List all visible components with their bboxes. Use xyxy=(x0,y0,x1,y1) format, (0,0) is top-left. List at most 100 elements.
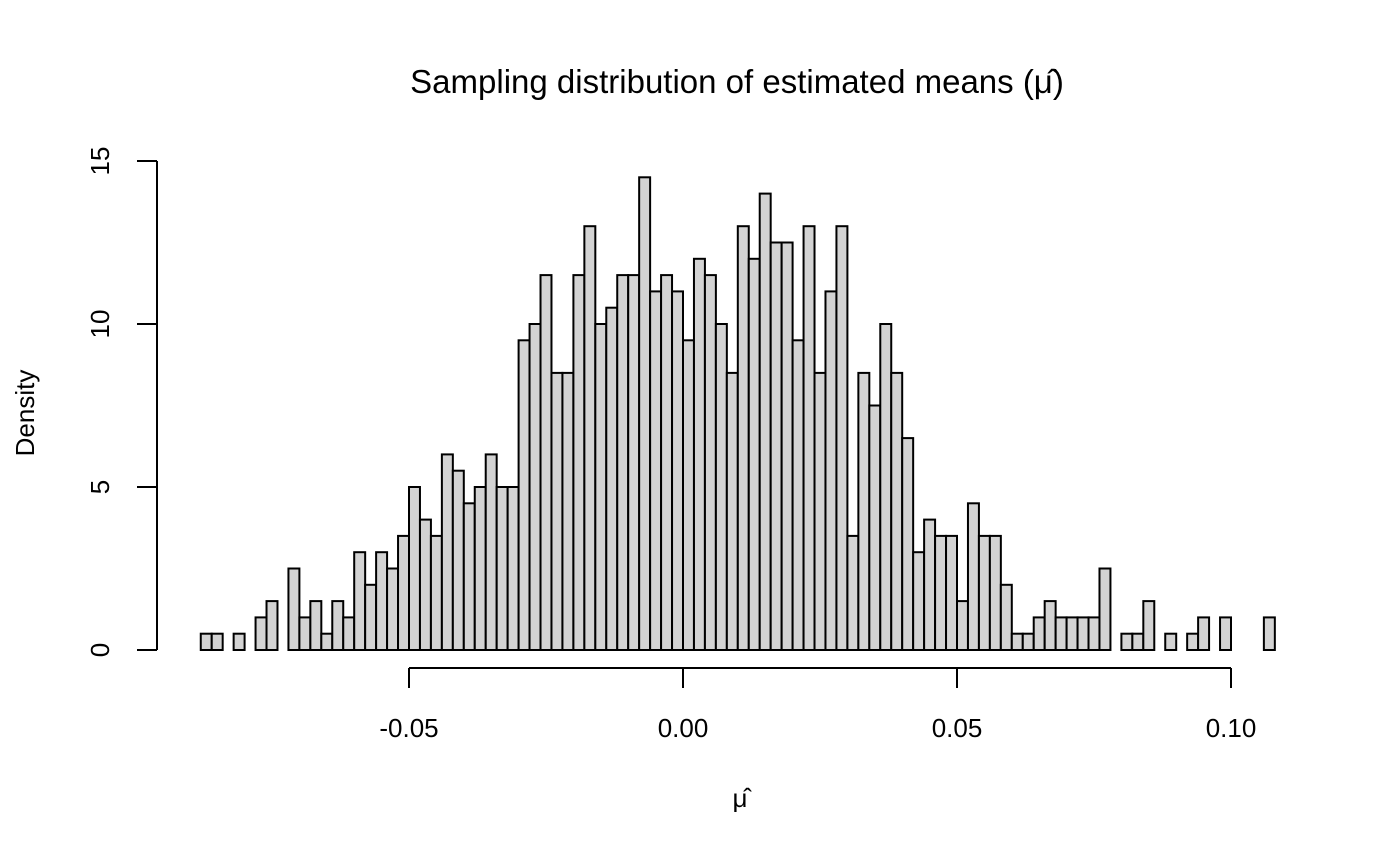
histogram-bar xyxy=(309,600,323,651)
y-tick-label: 0 xyxy=(85,643,115,657)
histogram-bar xyxy=(1054,616,1068,652)
y-tick-label: 15 xyxy=(85,147,115,176)
histogram-bar xyxy=(353,551,367,652)
histogram-bar xyxy=(495,486,509,651)
histogram-bar xyxy=(572,274,586,651)
chart-title: Sampling distribution of estimated means… xyxy=(410,63,1064,100)
histogram-bar xyxy=(1010,632,1024,652)
histogram-bar xyxy=(583,225,597,651)
histogram-bar xyxy=(977,534,991,652)
x-tick-label: 0.10 xyxy=(1206,713,1257,743)
histogram-bar xyxy=(386,567,400,651)
histogram-bar xyxy=(539,274,553,651)
histogram-bar xyxy=(616,274,630,651)
histogram-bar xyxy=(320,632,334,652)
y-axis: 0 5 10 15 xyxy=(85,147,158,657)
histogram-bar xyxy=(692,257,706,651)
histogram-bar xyxy=(649,290,663,651)
histogram-bar xyxy=(254,616,268,652)
histogram-bar xyxy=(703,274,717,651)
histogram-bar xyxy=(1098,567,1112,651)
histogram-bar xyxy=(660,274,674,651)
histogram-bar xyxy=(1065,616,1079,652)
histogram-bar xyxy=(1120,632,1134,652)
histogram-bar xyxy=(375,551,389,652)
histogram-bar xyxy=(846,534,860,652)
histogram-bar xyxy=(561,371,575,651)
histogram-bar xyxy=(232,632,246,652)
histogram-bar xyxy=(824,290,838,651)
histogram-bar xyxy=(682,339,695,651)
histogram-bar xyxy=(956,600,969,651)
x-tick-label: 0.05 xyxy=(932,713,983,743)
histogram-bar xyxy=(923,518,937,651)
y-tick-label: 5 xyxy=(85,480,115,494)
histogram-bar xyxy=(298,616,312,652)
histogram-bar xyxy=(966,502,980,651)
histogram-bar xyxy=(901,437,915,651)
histogram-bar xyxy=(1186,632,1200,652)
histogram-bar xyxy=(1164,632,1178,652)
histogram-bar xyxy=(780,241,794,651)
bars-group xyxy=(199,176,1276,652)
histogram-bar xyxy=(342,616,356,652)
histogram-bar xyxy=(912,551,926,652)
histogram-bar xyxy=(199,632,213,652)
histogram-bar xyxy=(879,323,893,651)
histogram-bar xyxy=(638,176,652,652)
histogram-bar xyxy=(857,371,871,651)
histogram-bar xyxy=(265,600,279,651)
histogram-bar xyxy=(418,518,432,651)
histogram-bar xyxy=(988,534,1002,652)
histogram-bar xyxy=(1021,632,1035,652)
histogram-bar xyxy=(517,339,531,651)
histogram-bar xyxy=(287,567,301,651)
x-tick-label: -0.05 xyxy=(379,713,438,743)
histogram-bar xyxy=(408,486,421,651)
x-axis-title: μ̂ xyxy=(733,783,753,813)
histogram-bar xyxy=(769,241,783,651)
histogram-bar xyxy=(671,290,684,651)
histogram-bar xyxy=(627,274,641,651)
y-tick-label: 10 xyxy=(85,310,115,339)
histogram-bar xyxy=(714,323,728,651)
histogram-bar xyxy=(1262,616,1276,652)
histogram-bar xyxy=(484,453,498,651)
histogram-bar xyxy=(506,486,520,651)
histogram-bar xyxy=(1197,616,1211,652)
histogram-bar xyxy=(791,339,805,651)
histogram-bar xyxy=(802,225,816,651)
histogram-bar xyxy=(1043,600,1057,651)
histogram-bar xyxy=(397,534,411,652)
histogram-bar xyxy=(1131,632,1145,652)
histogram-bar xyxy=(1219,616,1233,652)
histogram-bar xyxy=(999,583,1013,651)
histogram-bar xyxy=(473,486,487,651)
histogram-bar xyxy=(736,225,750,651)
histogram-bar xyxy=(1076,616,1090,652)
histogram-bar xyxy=(210,632,224,652)
histogram-bar xyxy=(462,502,476,651)
histogram-bar xyxy=(331,600,345,651)
histogram-bar xyxy=(451,469,465,652)
y-axis-title: Density xyxy=(10,370,40,457)
histogram-bar xyxy=(934,534,948,652)
histogram-bar xyxy=(528,323,542,651)
histogram-bar xyxy=(605,306,619,651)
histogram-bar xyxy=(1142,600,1156,651)
histogram-bar xyxy=(364,583,378,651)
histogram-bar xyxy=(550,371,564,651)
histogram-bar xyxy=(747,257,761,651)
histogram-bar xyxy=(758,192,772,651)
histogram-bar xyxy=(890,371,904,651)
x-axis: -0.05 0.00 0.05 0.10 xyxy=(379,667,1257,743)
histogram-bar xyxy=(835,225,849,651)
histogram-bar xyxy=(440,453,454,651)
histogram-bar xyxy=(813,371,827,651)
histogram-bar xyxy=(1087,616,1101,652)
histogram-bar xyxy=(429,534,443,652)
histogram-bar xyxy=(868,404,882,651)
histogram-bar xyxy=(594,323,608,651)
